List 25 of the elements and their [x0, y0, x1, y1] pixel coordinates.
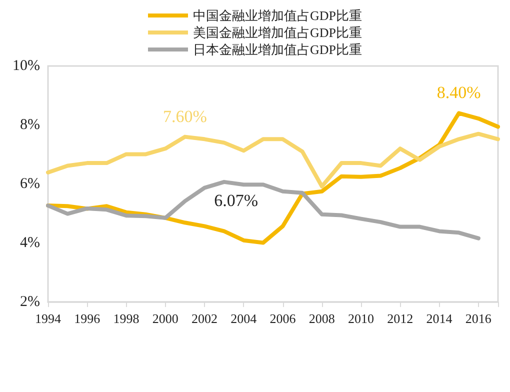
y-tick-label: 4%: [20, 235, 40, 251]
x-tick-label: 1998: [113, 311, 140, 326]
x-tick-label: 2008: [308, 311, 335, 326]
x-tick-label: 2004: [230, 311, 258, 326]
x-tick-label: 1996: [74, 311, 101, 326]
legend-label: 美国金融业增加值占GDP比重: [192, 25, 362, 40]
x-tick-label: 2002: [192, 311, 218, 326]
x-tick-label: 2014: [426, 311, 453, 326]
line-series: [46, 180, 480, 240]
line-series: [46, 132, 500, 188]
x-tick-label: 2012: [387, 311, 414, 326]
legend-label: 中国金融业增加值占GDP比重: [192, 8, 362, 23]
data-label: 8.40%: [436, 83, 481, 102]
y-tick-label: 10%: [12, 58, 40, 74]
y-tick-label: 8%: [20, 117, 40, 133]
x-tick-label: 2006: [270, 311, 296, 326]
data-label: 7.60%: [162, 106, 207, 126]
x-tick-label: 2000: [152, 311, 178, 326]
y-tick-label: 2%: [20, 294, 40, 310]
x-tick-label: 2010: [348, 311, 374, 326]
legend-label: 日本金融业增加值占GDP比重: [192, 42, 362, 57]
x-tick-label: 2016: [465, 311, 492, 326]
x-tick-label: 1994: [35, 311, 62, 326]
y-tick-label: 6%: [20, 176, 40, 192]
data-label: 6.07%: [214, 190, 258, 210]
